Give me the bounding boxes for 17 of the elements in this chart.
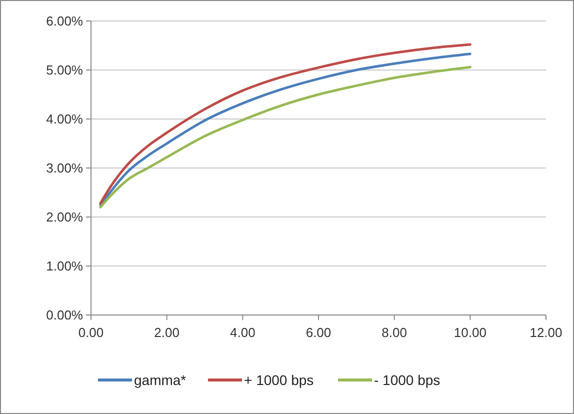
x-tick-label: 4.00 [230,325,256,340]
x-tick-label: 2.00 [154,325,180,340]
y-tick-label: 0.00% [46,308,84,323]
y-tick-label: 1.00% [46,258,84,274]
x-tick-label: 0.00 [78,325,104,340]
x-tick-label: 10.00 [454,325,486,340]
legend-label: - 1000 bps [374,372,440,388]
legend-label: gamma* [134,372,187,388]
y-tick-label: 3.00% [46,160,84,176]
x-tick-label: 6.00 [306,325,332,340]
legend-label: + 1000 bps [244,372,314,388]
x-tick-label: 12.00 [530,325,562,340]
y-tick-label: 5.00% [46,62,84,78]
y-tick-label: 4.00% [46,112,84,127]
y-tick-label: 2.00% [46,210,84,225]
y-tick-label: 6.00% [46,14,84,29]
x-tick-label: 8.00 [382,325,407,340]
